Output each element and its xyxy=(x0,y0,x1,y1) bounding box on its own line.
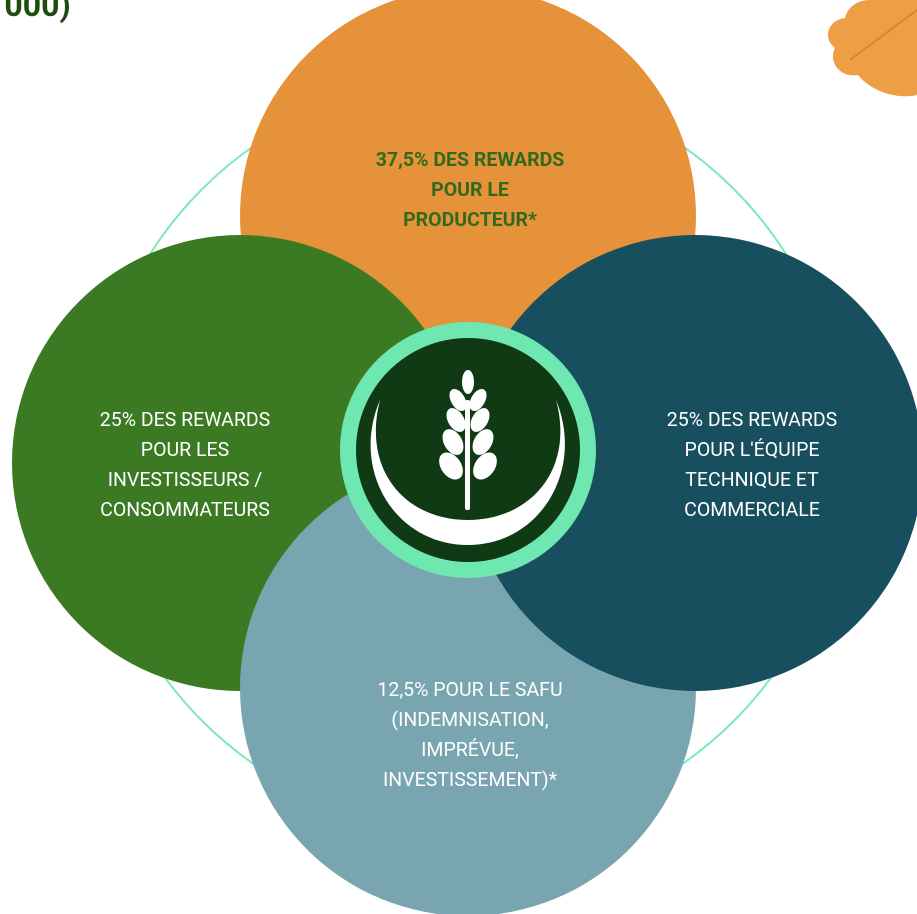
label-line: POUR LE xyxy=(376,175,565,205)
label-line: CONSOMMATEURS xyxy=(100,495,270,525)
label-line: COMMERCIALE xyxy=(667,495,837,525)
label-line: 12,5% POUR LE SAFU xyxy=(377,675,562,705)
leaf-decoration xyxy=(828,0,917,96)
label-line: IMPRÉVUE, xyxy=(377,735,562,765)
label-line: INVESTISSEURS / xyxy=(100,465,270,495)
label-line: (INDEMNISATION, xyxy=(377,705,562,735)
section-label: 12,5% POUR LE SAFU(INDEMNISATION,IMPRÉVU… xyxy=(377,675,562,795)
title: 1000) xyxy=(0,0,71,24)
label-line: TECHNIQUE ET xyxy=(667,465,837,495)
label-line: 25% DES REWARDS xyxy=(100,405,270,435)
label-line: POUR L'ÉQUIPE xyxy=(667,435,837,465)
label-line: PRODUCTEUR* xyxy=(376,205,565,235)
label-line: INVESTISSEMENT)* xyxy=(377,765,562,795)
label-line: POUR LES xyxy=(100,435,270,465)
label-line: 25% DES REWARDS xyxy=(667,405,837,435)
label-line: 37,5% DES REWARDS xyxy=(376,145,565,175)
page: {"header": {"title": "1000)"}, "sections… xyxy=(0,0,917,914)
